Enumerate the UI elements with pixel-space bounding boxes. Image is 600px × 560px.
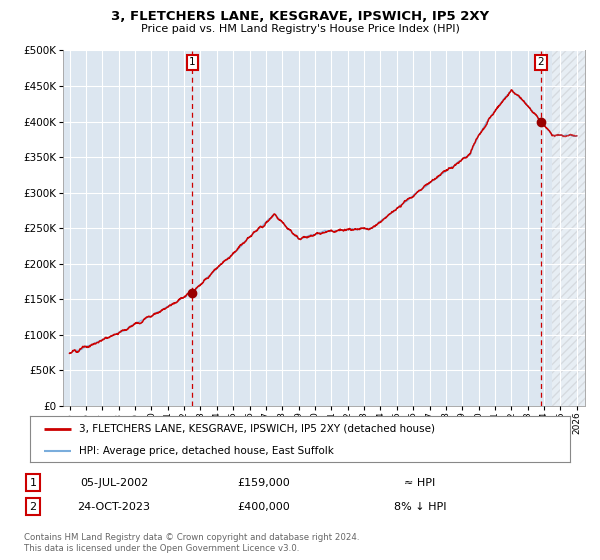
- Text: 8% ↓ HPI: 8% ↓ HPI: [394, 502, 446, 512]
- Text: 2: 2: [29, 502, 37, 512]
- Text: £159,000: £159,000: [238, 478, 290, 488]
- Text: 1: 1: [29, 478, 37, 488]
- Text: 3, FLETCHERS LANE, KESGRAVE, IPSWICH, IP5 2XY: 3, FLETCHERS LANE, KESGRAVE, IPSWICH, IP…: [111, 10, 489, 23]
- Bar: [552, 50, 585, 406]
- Text: ≈ HPI: ≈ HPI: [404, 478, 436, 488]
- Text: 2: 2: [538, 58, 544, 68]
- Text: Contains HM Land Registry data © Crown copyright and database right 2024.
This d: Contains HM Land Registry data © Crown c…: [24, 533, 359, 553]
- Bar: [552, 50, 585, 406]
- Text: 05-JUL-2002: 05-JUL-2002: [80, 478, 148, 488]
- Text: 24-OCT-2023: 24-OCT-2023: [77, 502, 151, 512]
- Text: 1: 1: [189, 58, 196, 68]
- Text: Price paid vs. HM Land Registry's House Price Index (HPI): Price paid vs. HM Land Registry's House …: [140, 24, 460, 34]
- Text: £400,000: £400,000: [238, 502, 290, 512]
- Text: HPI: Average price, detached house, East Suffolk: HPI: Average price, detached house, East…: [79, 446, 334, 455]
- Text: 3, FLETCHERS LANE, KESGRAVE, IPSWICH, IP5 2XY (detached house): 3, FLETCHERS LANE, KESGRAVE, IPSWICH, IP…: [79, 424, 434, 434]
